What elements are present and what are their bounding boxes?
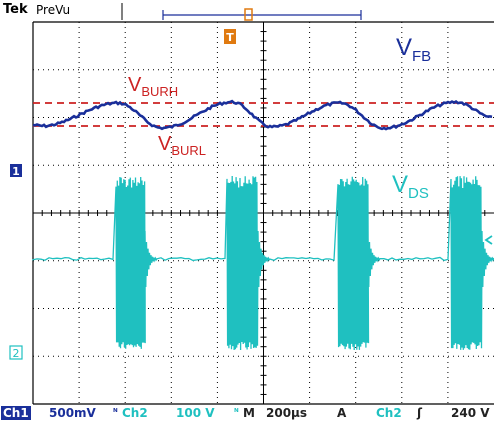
ch1-label[interactable]: Ch1 xyxy=(1,406,31,420)
vburl-label: VBURL xyxy=(158,133,206,158)
trigger-mode[interactable]: A xyxy=(337,406,347,420)
ch2-label[interactable]: Ch2 xyxy=(122,406,148,420)
trigger-position-marker[interactable]: T xyxy=(224,29,236,44)
timebase-label[interactable]: M xyxy=(243,406,255,420)
ch1-scale[interactable]: 500mV xyxy=(49,406,96,420)
ch1-waveform xyxy=(32,99,493,131)
ch2-waveform xyxy=(32,175,494,351)
acquisition-mode-label: PreVu xyxy=(36,3,71,17)
ch1-ground-marker[interactable]: 1 xyxy=(10,164,22,178)
graticule xyxy=(32,21,494,405)
trigger-source[interactable]: Ch2 xyxy=(376,406,402,420)
vburh-label: VBURH xyxy=(128,74,178,99)
trigger-level-arrow-icon[interactable] xyxy=(484,235,493,245)
ch2-scale[interactable]: 100 V xyxy=(176,406,215,420)
status-bar: Ch1 500mV ᴺ Ch2 100 V ᴺ M 200µs A Ch2 ʃ … xyxy=(0,404,494,423)
trigger-level[interactable]: 240 V xyxy=(451,406,490,420)
ch2-marker-text: 2 xyxy=(13,347,20,360)
ch2-bandwidth-icon: ᴺ xyxy=(234,408,239,418)
bandwidth-icon: ᴺ xyxy=(113,408,118,418)
ch2-ground-marker[interactable]: 2 xyxy=(9,345,23,360)
ch1-marker-text: 1 xyxy=(12,165,20,178)
trigger-marker-text: T xyxy=(226,31,234,44)
top-bar: Tek PreVu xyxy=(0,0,494,26)
vfb-label: VFB xyxy=(396,34,431,65)
trigger-slope-icon[interactable]: ʃ xyxy=(417,406,422,420)
brand-label: Tek xyxy=(3,2,28,17)
record-view-indicator[interactable] xyxy=(162,8,362,21)
timebase-value[interactable]: 200µs xyxy=(266,406,308,420)
vds-label: VDS xyxy=(392,171,429,202)
